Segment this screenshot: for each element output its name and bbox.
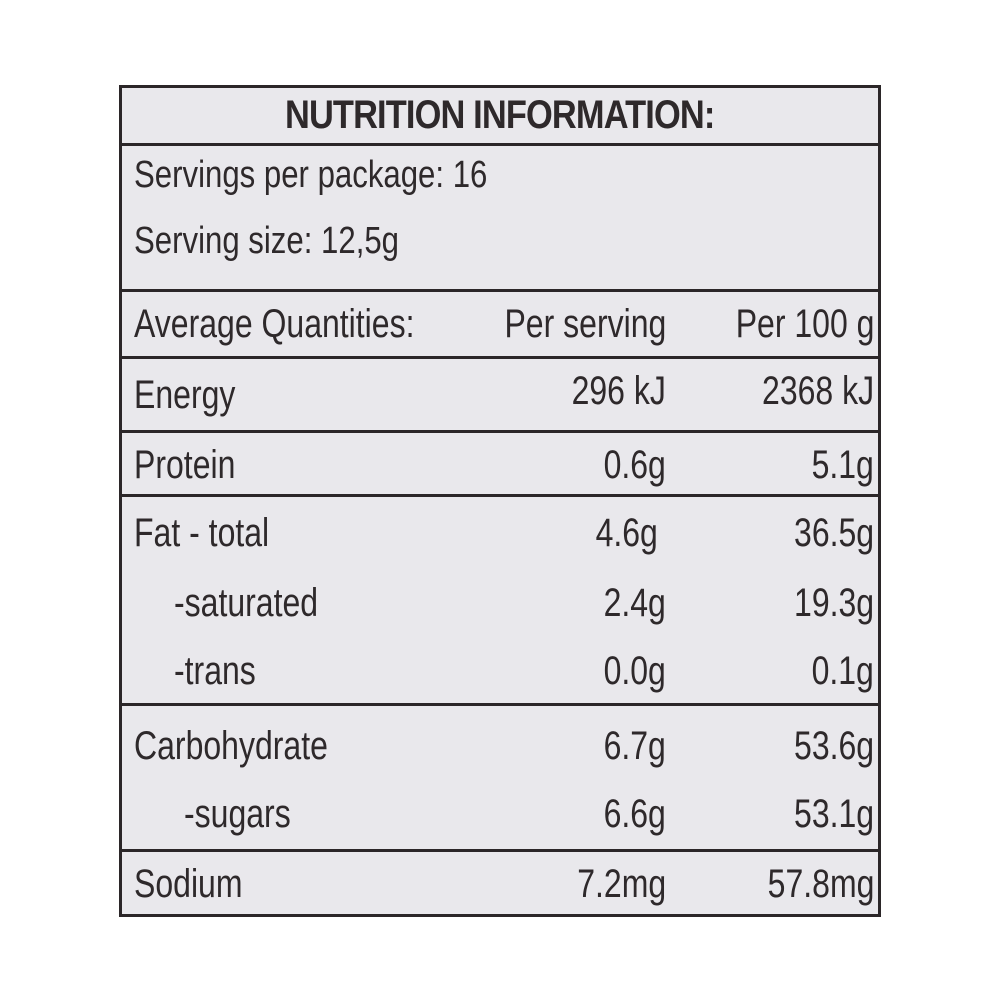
- per-100g-value: 36.5g: [793, 511, 874, 555]
- header-per-serving: Per serving: [504, 302, 666, 346]
- row-protein: Protein 0.6g 5.1g: [122, 433, 878, 497]
- fat-group: Fat - total 4.6g 36.5g -saturated 2.4g 1…: [122, 497, 878, 706]
- per-serving-value: 296 kJ: [571, 369, 666, 413]
- nutrient-name: Fat - total: [134, 511, 270, 555]
- per-serving-value: 6.7g: [603, 724, 666, 768]
- row-energy: Energy 296 kJ 2368 kJ: [122, 359, 878, 433]
- per-100g-value: 53.1g: [793, 792, 874, 836]
- row-sodium: Sodium 7.2mg 57.8mg: [122, 852, 878, 914]
- per-100g-value: 2368 kJ: [761, 369, 874, 413]
- per-100g-value: 53.6g: [793, 724, 874, 768]
- carbohydrate-group: Carbohydrate 6.7g 53.6g -sugars 6.6g 53.…: [122, 706, 878, 852]
- per-100g-value: 57.8mg: [767, 862, 874, 906]
- per-serving-value: 0.6g: [603, 443, 666, 487]
- per-serving-value: 4.6g: [595, 511, 658, 555]
- header-per-100g: Per 100 g: [735, 302, 874, 346]
- per-100g-value: 5.1g: [811, 443, 874, 487]
- per-serving-value: 7.2mg: [577, 862, 666, 906]
- nutrient-name: -trans: [174, 649, 256, 693]
- servings-per-package: Servings per package: 16: [134, 154, 488, 196]
- per-100g-value: 19.3g: [793, 581, 874, 625]
- serving-size: Serving size: 12,5g: [134, 220, 400, 262]
- per-serving-value: 2.4g: [603, 581, 666, 625]
- nutrient-name: Carbohydrate: [134, 724, 328, 768]
- per-serving-value: 6.6g: [603, 792, 666, 836]
- nutrient-name: -sugars: [184, 792, 291, 836]
- per-100g-value: 0.1g: [811, 649, 874, 693]
- nutrient-name: Protein: [134, 443, 236, 487]
- nutrition-title: NUTRITION INFORMATION:: [122, 88, 878, 146]
- nutrient-name: -saturated: [174, 581, 319, 625]
- serving-info: Servings per package: 16 Serving size: 1…: [122, 146, 878, 292]
- nutrient-name: Sodium: [134, 862, 243, 906]
- nutrition-label: NUTRITION INFORMATION: Servings per pack…: [119, 85, 881, 917]
- per-serving-value: 0.0g: [603, 649, 666, 693]
- nutrient-name: Energy: [134, 373, 236, 417]
- header-quantities: Average Quantities:: [134, 302, 415, 346]
- column-header-row: Average Quantities: Per serving Per 100 …: [122, 292, 878, 359]
